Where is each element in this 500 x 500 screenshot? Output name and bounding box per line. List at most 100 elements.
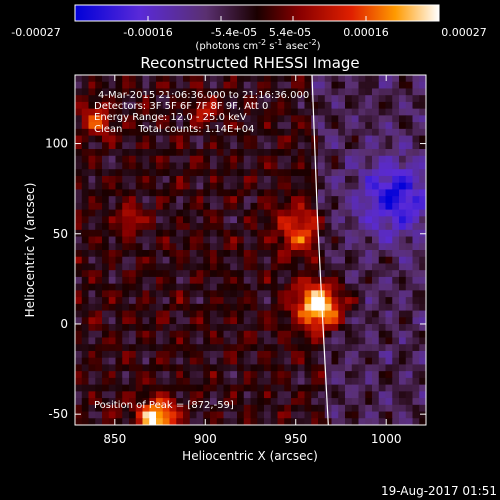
heatmap-cell xyxy=(264,75,272,83)
heatmap-cell xyxy=(223,95,231,103)
heatmap-cell xyxy=(88,283,96,291)
heatmap-cell xyxy=(270,169,279,177)
heatmap-cell xyxy=(230,384,238,392)
heatmap-cell xyxy=(378,149,387,157)
heatmap-cell xyxy=(270,371,279,379)
heatmap-cell xyxy=(142,290,150,298)
heatmap-cell xyxy=(277,108,285,116)
heatmap-cell xyxy=(88,202,96,211)
heatmap-cell xyxy=(129,88,137,96)
heatmap-cell xyxy=(378,189,387,197)
heatmap-cell xyxy=(345,256,353,265)
heatmap-cell xyxy=(311,108,319,116)
heatmap-cell xyxy=(237,128,245,137)
heatmap-cell xyxy=(345,81,353,90)
heatmap-cell xyxy=(331,384,339,392)
heatmap-cell xyxy=(122,162,130,170)
heatmap-cell xyxy=(108,108,117,116)
heatmap-cell xyxy=(129,377,137,386)
heatmap-cell xyxy=(129,317,137,325)
heatmap-cell xyxy=(264,142,272,150)
heatmap-cell xyxy=(324,236,333,244)
heatmap-cell xyxy=(102,250,110,258)
heatmap-cell xyxy=(257,270,265,278)
heatmap-cell xyxy=(129,149,137,157)
heatmap-cell xyxy=(277,263,285,271)
heatmap-cell xyxy=(196,276,204,285)
heatmap-cell xyxy=(142,270,150,278)
heatmap-cell xyxy=(115,155,123,164)
heatmap-cell xyxy=(135,128,144,137)
heatmap-cell xyxy=(196,324,204,332)
heatmap-cell xyxy=(358,256,366,265)
heatmap-cell xyxy=(122,189,130,197)
heatmap-cell xyxy=(156,149,164,157)
heatmap-cell xyxy=(250,263,258,271)
heatmap-cell xyxy=(216,202,225,211)
heatmap-cell xyxy=(257,317,265,325)
heatmap-cell xyxy=(122,169,130,177)
heatmap-cell xyxy=(297,229,306,238)
heatmap-cell xyxy=(311,337,319,345)
heatmap-cell xyxy=(88,391,96,399)
heatmap-cell xyxy=(297,216,306,224)
heatmap-cell xyxy=(291,88,299,96)
heatmap-cell xyxy=(392,223,400,231)
heatmap-cell xyxy=(399,250,407,258)
heatmap-cell xyxy=(297,350,306,359)
heatmap-cell xyxy=(372,344,380,352)
heatmap-cell xyxy=(338,411,346,419)
heatmap-cell xyxy=(331,149,339,157)
heatmap-cell xyxy=(237,391,245,399)
heatmap-cell xyxy=(392,142,400,150)
heatmap-cell xyxy=(122,243,130,251)
heatmap-cell xyxy=(216,175,225,184)
heatmap-cell xyxy=(230,223,238,231)
heatmap-cell xyxy=(405,344,414,352)
heatmap-cell xyxy=(284,398,292,406)
heatmap-cell xyxy=(88,75,96,83)
heatmap-cell xyxy=(129,115,137,123)
heatmap-cell xyxy=(338,149,346,157)
heatmap-cell xyxy=(331,270,339,278)
heatmap-cell xyxy=(183,196,191,204)
heatmap-cell xyxy=(392,263,400,271)
heatmap-cell xyxy=(365,350,373,359)
heatmap-cell xyxy=(311,364,319,372)
heatmap-cell xyxy=(237,263,245,271)
heatmap-cell xyxy=(257,398,265,406)
heatmap-cell xyxy=(88,155,96,164)
heatmap-cell xyxy=(210,223,218,231)
colorbar xyxy=(74,4,440,22)
heatmap-cell xyxy=(176,209,184,217)
heatmap-cell xyxy=(264,216,272,224)
heatmap-cell xyxy=(230,391,238,399)
heatmap-cell xyxy=(216,290,225,298)
heatmap-cell xyxy=(115,371,123,379)
heatmap-cell xyxy=(338,256,346,265)
heatmap-cell xyxy=(324,364,333,372)
heatmap-cell xyxy=(210,384,218,392)
heatmap-cell xyxy=(162,364,171,372)
heatmap-cell xyxy=(223,162,231,170)
heatmap-cell xyxy=(88,122,96,130)
heatmap-cell xyxy=(297,337,306,345)
heatmap-cell xyxy=(210,337,218,345)
heatmap-cell xyxy=(311,182,319,191)
heatmap-cell xyxy=(196,411,204,419)
heatmap-cell xyxy=(378,404,387,413)
heatmap-cell xyxy=(331,169,339,177)
heatmap-cell xyxy=(264,337,272,345)
heatmap-cell xyxy=(237,169,245,177)
heatmap-cell xyxy=(318,364,326,372)
heatmap-cell xyxy=(257,209,265,217)
heatmap-cell xyxy=(250,310,258,318)
heatmap-cell xyxy=(243,142,252,150)
heatmap-cell xyxy=(243,418,252,425)
heatmap-cell xyxy=(95,391,103,399)
heatmap-cell xyxy=(102,391,110,399)
heatmap-cell xyxy=(230,276,238,285)
heatmap-cell xyxy=(399,196,407,204)
heatmap-cell xyxy=(95,411,103,419)
heatmap-cell xyxy=(88,189,96,197)
